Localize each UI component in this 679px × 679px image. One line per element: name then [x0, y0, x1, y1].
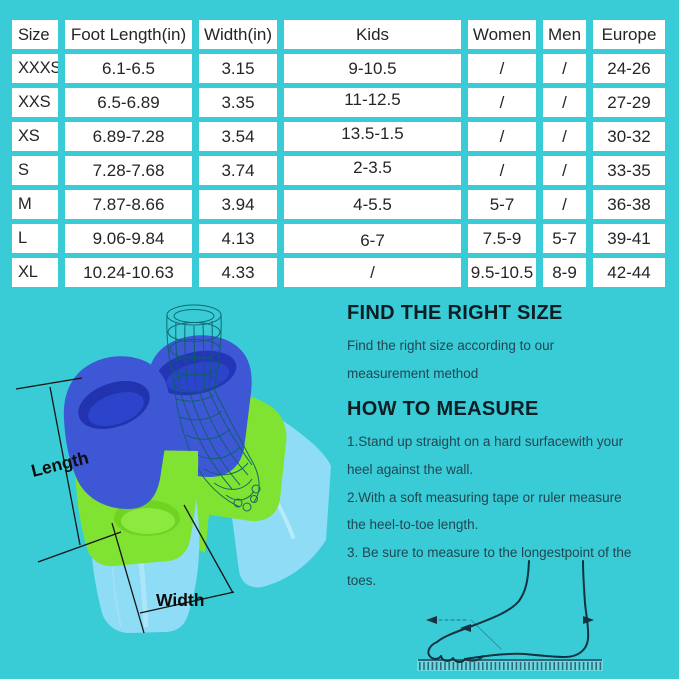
col-header-europe: Europe [593, 20, 665, 49]
table-cell: / [543, 190, 586, 219]
table-cell: 7.28-7.68 [65, 156, 192, 185]
table-cell: 4.33 [199, 258, 277, 287]
table-cell: 27-29 [593, 88, 665, 117]
table-cell: 6.89-7.28 [65, 122, 192, 151]
table-cell: XS [12, 122, 58, 151]
col-header-men: Men [543, 20, 586, 49]
table-cell: 3.94 [199, 190, 277, 219]
table-cell: S [12, 156, 58, 185]
table-cell: 6-7 [284, 224, 461, 253]
table-cell: 7.5-9 [468, 224, 536, 253]
table-cell: / [468, 122, 536, 151]
table-cell: 7.87-8.66 [65, 190, 192, 219]
table-cell: 8-9 [543, 258, 586, 287]
table-cell: 3.15 [199, 54, 277, 83]
table-cell: 33-35 [593, 156, 665, 185]
table-cell: 9.06-9.84 [65, 224, 192, 253]
foot-outline [427, 560, 590, 663]
table-cell: / [543, 54, 586, 83]
table-cell: 2-3.5 [284, 156, 461, 185]
table-cell: 3.35 [199, 88, 277, 117]
table-cell: 30-32 [593, 122, 665, 151]
table-cell: / [284, 258, 461, 287]
table-cell: / [468, 88, 536, 117]
table-cell: 11-12.5 [284, 88, 461, 117]
table-cell: 4.13 [199, 224, 277, 253]
table-cell: 6.5-6.89 [65, 88, 192, 117]
table-cell: L [12, 224, 58, 253]
size-chart-table: Size Foot Length(in) Width(in) Kids Wome… [12, 20, 667, 287]
table-cell: / [543, 88, 586, 117]
table-cell: 9-10.5 [284, 54, 461, 83]
measure-step-1: 1.Stand up straight on a hard surfacewit… [347, 434, 624, 478]
table-cell: 36-38 [593, 190, 665, 219]
sizing-instructions: FIND THE RIGHT SIZE Find the right size … [347, 302, 647, 594]
table-cell: / [468, 54, 536, 83]
fins-illustration: Length Width [15, 304, 331, 634]
table-cell: 5-7 [468, 190, 536, 219]
table-cell: 3.54 [199, 122, 277, 151]
col-header-kids: Kids [284, 20, 461, 49]
col-header-foot-length: Foot Length(in) [65, 20, 192, 49]
wireframe-foot [166, 304, 261, 512]
measure-step-3: 3. Be sure to measure to the longestpoin… [347, 545, 632, 588]
table-cell: 4-5.5 [284, 190, 461, 219]
dimension-lines [15, 377, 235, 634]
table-cell: 6.1-6.5 [65, 54, 192, 83]
col-header-size: Size [12, 20, 58, 49]
table-cell: 13.5-1.5 [284, 122, 461, 151]
col-header-women: Women [468, 20, 536, 49]
measure-step-2: 2.With a soft measuring tape or ruler me… [347, 489, 622, 533]
table-cell: 42-44 [593, 258, 665, 287]
table-cell: / [543, 122, 586, 151]
how-to-measure-title: HOW TO MEASURE [347, 398, 539, 421]
col-header-width: Width(in) [199, 20, 277, 49]
table-cell: 3.74 [199, 156, 277, 185]
table-cell: XXS [12, 88, 58, 117]
table-cell: XXXS [12, 54, 58, 83]
table-cell: 24-26 [593, 54, 665, 83]
find-size-title: FIND THE RIGHT SIZE [347, 302, 563, 324]
table-cell: XL [12, 258, 58, 287]
table-cell: M [12, 190, 58, 219]
foot-measuring-illustration [417, 560, 603, 671]
table-cell: 10.24-10.63 [65, 258, 192, 287]
table-cell: / [468, 156, 536, 185]
table-cell: 39-41 [593, 224, 665, 253]
width-label: Width [156, 590, 204, 610]
measure-arrows [426, 616, 594, 632]
table-cell: 9.5-10.5 [468, 258, 536, 287]
find-size-body: Find the right size according to our mea… [347, 338, 555, 381]
table-cell: 5-7 [543, 224, 586, 253]
table-cell: / [543, 156, 586, 185]
